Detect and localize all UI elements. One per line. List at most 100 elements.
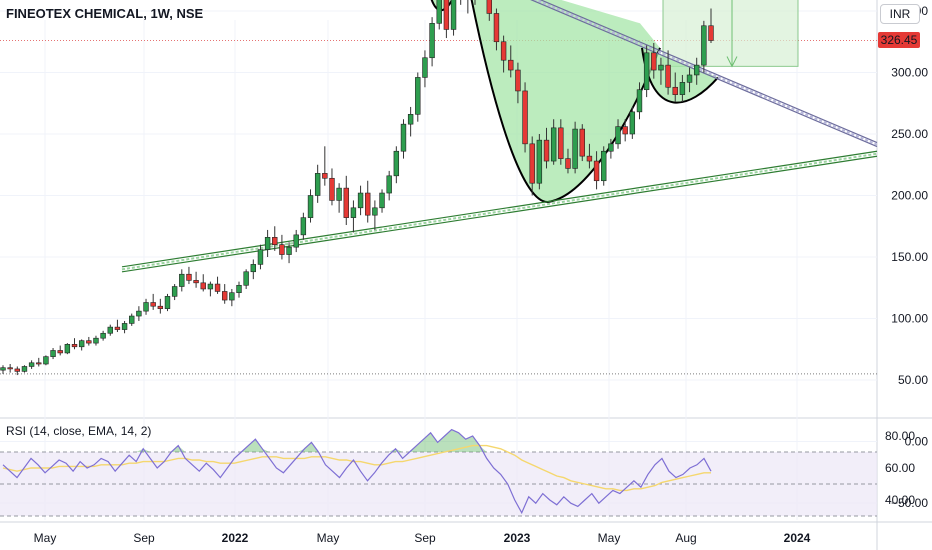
candle <box>550 119 557 165</box>
candle-body <box>286 246 292 255</box>
candle <box>686 67 693 93</box>
candle <box>14 366 21 376</box>
candle <box>658 57 664 85</box>
candle-body <box>665 64 671 88</box>
candle-body <box>550 127 557 162</box>
candle <box>593 151 600 190</box>
candle <box>500 35 507 73</box>
time-tick-label: May <box>598 531 621 545</box>
candle-body <box>314 173 321 196</box>
candle <box>601 146 607 186</box>
candle-body <box>436 0 442 24</box>
candle-body <box>336 187 342 201</box>
support-trendline-inner <box>121 152 878 271</box>
candle-body <box>658 64 664 71</box>
candle <box>264 229 271 257</box>
candle-body <box>78 340 85 348</box>
candle <box>379 189 385 213</box>
time-tick-label: Aug <box>675 531 696 545</box>
candle-body <box>257 249 264 265</box>
candle-body <box>429 22 435 59</box>
candle <box>608 138 614 159</box>
candle-body <box>579 128 585 157</box>
candle-body <box>0 367 6 371</box>
last-price-label: 326.45 <box>881 33 918 47</box>
candle-body <box>143 302 149 312</box>
candle <box>107 324 113 336</box>
candle <box>78 339 85 351</box>
candle-body <box>536 139 543 184</box>
candle <box>615 119 621 149</box>
candle <box>372 200 378 230</box>
candle-body <box>615 126 621 145</box>
candle-body <box>64 344 71 354</box>
candle-body <box>679 82 686 95</box>
candle-body <box>71 344 78 348</box>
candle <box>651 42 657 79</box>
candle-body <box>114 326 121 330</box>
candle <box>129 313 135 326</box>
candle <box>50 348 56 360</box>
price-axis[interactable]: 550.00500.00450.00400.00350.00300.00250.… <box>878 0 928 510</box>
candle <box>7 364 13 373</box>
candle-body <box>43 356 49 365</box>
candle <box>64 343 71 355</box>
candle <box>114 319 121 333</box>
candle <box>164 293 171 312</box>
cup-fill <box>471 0 660 202</box>
candle-body <box>28 362 35 367</box>
candle <box>250 259 257 280</box>
candle-body <box>250 264 257 273</box>
candle <box>143 298 149 315</box>
candle-body <box>50 350 56 357</box>
candle <box>701 20 707 73</box>
candle-body <box>515 69 521 92</box>
candle-body <box>14 368 21 372</box>
candle <box>543 127 550 169</box>
candle-body <box>500 41 507 61</box>
rsi-tick-label: 40.00 <box>885 493 915 507</box>
price-tick-label: 200.00 <box>891 189 928 203</box>
candle <box>436 0 442 30</box>
candle-body <box>272 237 278 246</box>
support-trendline <box>121 150 878 268</box>
candle <box>329 168 335 206</box>
candle <box>71 338 78 350</box>
candle-body <box>372 207 378 216</box>
candle <box>186 266 192 285</box>
candle-body <box>186 273 192 281</box>
time-tick-label: May <box>317 531 340 545</box>
candle-body <box>129 315 135 324</box>
candle <box>450 0 457 36</box>
candle-body <box>36 362 42 365</box>
currency-button[interactable]: INR <box>880 4 920 24</box>
candle <box>429 17 435 67</box>
candle <box>43 355 49 366</box>
candle-body <box>565 158 571 169</box>
candle-body <box>171 286 178 297</box>
candle <box>636 82 643 120</box>
candle-body <box>686 74 693 83</box>
candle <box>467 0 469 14</box>
candle-body <box>693 64 700 76</box>
chart-title[interactable]: FINEOTEX CHEMICAL, 1W, NSE <box>6 6 204 21</box>
candle-body <box>629 111 636 135</box>
candle <box>693 57 700 85</box>
candle <box>522 82 528 153</box>
candle <box>272 226 278 251</box>
time-axis[interactable]: May Sep 2022 May Sep 2023 May Aug 2024 <box>34 531 811 545</box>
candle-body <box>86 340 92 344</box>
candle <box>28 360 35 369</box>
candle <box>314 164 321 203</box>
candle <box>36 357 42 367</box>
target-arrowhead <box>726 56 738 68</box>
candle-body <box>586 155 593 162</box>
candle-body <box>93 337 99 344</box>
candle <box>672 72 678 103</box>
resistance-trendline-inner <box>533 0 878 146</box>
candle <box>21 365 28 373</box>
rsi-indicator-label[interactable]: RSI (14, close, EMA, 14, 2) <box>6 424 152 438</box>
candle <box>486 0 493 21</box>
candle <box>350 200 357 233</box>
